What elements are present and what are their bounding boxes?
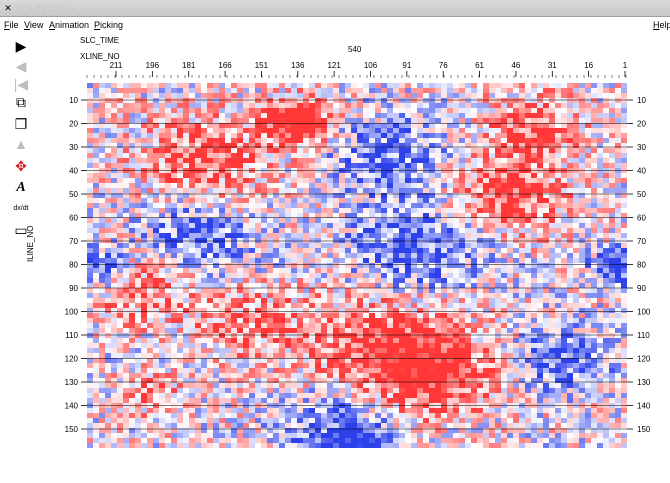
menu-animation[interactable]: Animation — [49, 20, 90, 30]
x-tick-label: 61 — [475, 61, 484, 70]
y-tick-label-left: 90 — [69, 284, 78, 293]
derivative-icon[interactable]: dx/dt — [13, 204, 29, 212]
menu-picking[interactable]: Picking — [94, 20, 124, 30]
slice-value: 540 — [348, 45, 362, 54]
y-tick-label-left: 80 — [69, 261, 78, 270]
x-tick-label: 106 — [364, 61, 378, 70]
y-tick-label-left: 10 — [69, 96, 78, 105]
x-tick-label: 16 — [584, 61, 593, 70]
menu-view[interactable]: View — [24, 20, 44, 30]
y-tick-label-left: 40 — [69, 167, 78, 176]
y-tick-label-right: 120 — [637, 355, 651, 364]
y-tick-label-left: 70 — [69, 237, 78, 246]
menu-help[interactable]: Help — [653, 20, 670, 30]
y-tick-label-right: 90 — [637, 284, 646, 293]
x-tick-label: 121 — [327, 61, 341, 70]
x-tick-label: 181 — [182, 61, 196, 70]
stack-window-icon[interactable]: ❐ — [14, 115, 28, 132]
y-tick-label-left: 120 — [65, 355, 79, 364]
y-tick-label-right: 50 — [637, 190, 646, 199]
y-tick-label-left: 30 — [69, 143, 78, 152]
y-tick-label-left: 110 — [65, 331, 78, 340]
window-title: traceDisplay.exe — [16, 3, 75, 12]
y-tick-label-right: 100 — [637, 308, 651, 317]
x-tick-label: 136 — [291, 61, 305, 70]
y-tick-label-right: 140 — [637, 402, 651, 411]
panel-icon[interactable]: ▭ — [14, 221, 28, 238]
x-tick-label: 151 — [255, 61, 269, 70]
y-tick-label-right: 10 — [637, 96, 646, 105]
text-annotate-icon[interactable]: A — [16, 180, 26, 195]
window-titlebar: ✕ traceDisplay.exe — [0, 0, 670, 17]
x-tick-label: 31 — [548, 61, 557, 70]
x-tick-label: 76 — [439, 61, 448, 70]
y-tick-label-right: 80 — [637, 261, 646, 270]
menu-file[interactable]: File — [4, 20, 19, 30]
x-tick-label: 46 — [511, 61, 520, 70]
y-tick-label-right: 40 — [637, 167, 646, 176]
pan-move-icon[interactable]: ✥ — [15, 157, 27, 174]
y-tick-label-left: 20 — [69, 120, 78, 129]
y-tick-label-left: 100 — [65, 308, 79, 317]
play-back-icon[interactable]: ◀ — [15, 57, 27, 74]
slice-label: SLC_TIME — [80, 36, 120, 45]
y-tick-label-right: 30 — [637, 143, 646, 152]
y-tick-label-left: 130 — [65, 378, 79, 387]
y-tick-label-right: 20 — [637, 120, 646, 129]
skip-start-icon[interactable]: |◀ — [13, 75, 29, 92]
x-tick-label: 196 — [146, 61, 160, 70]
y-tick-label-left: 50 — [69, 190, 78, 199]
x-tick-label: 211 — [110, 61, 123, 70]
multi-window-icon[interactable]: ⧉ — [16, 93, 26, 110]
print-icon[interactable]: ▲ — [14, 136, 28, 152]
x-tick-label: 1 — [623, 61, 628, 70]
y-tick-label-right: 60 — [637, 214, 646, 223]
y-tick-label-right: 130 — [637, 378, 651, 387]
app-icon: ✕ — [4, 3, 12, 13]
y-tick-label-right: 150 — [637, 425, 651, 434]
menubar: File View Animation Picking Help — [0, 18, 670, 32]
play-forward-icon[interactable]: ▶ — [15, 37, 27, 54]
x-tick-label: 91 — [402, 61, 411, 70]
y-tick-label-left: 140 — [65, 402, 79, 411]
y-tick-label-left: 150 — [65, 425, 79, 434]
x-axis-label: XLINE_NO — [80, 52, 120, 61]
x-tick-label: 166 — [218, 61, 232, 70]
amplitude-cells — [87, 83, 627, 448]
y-tick-label-left: 60 — [69, 214, 78, 223]
y-tick-label-right: 110 — [637, 331, 650, 340]
y-tick-label-right: 70 — [637, 237, 646, 246]
